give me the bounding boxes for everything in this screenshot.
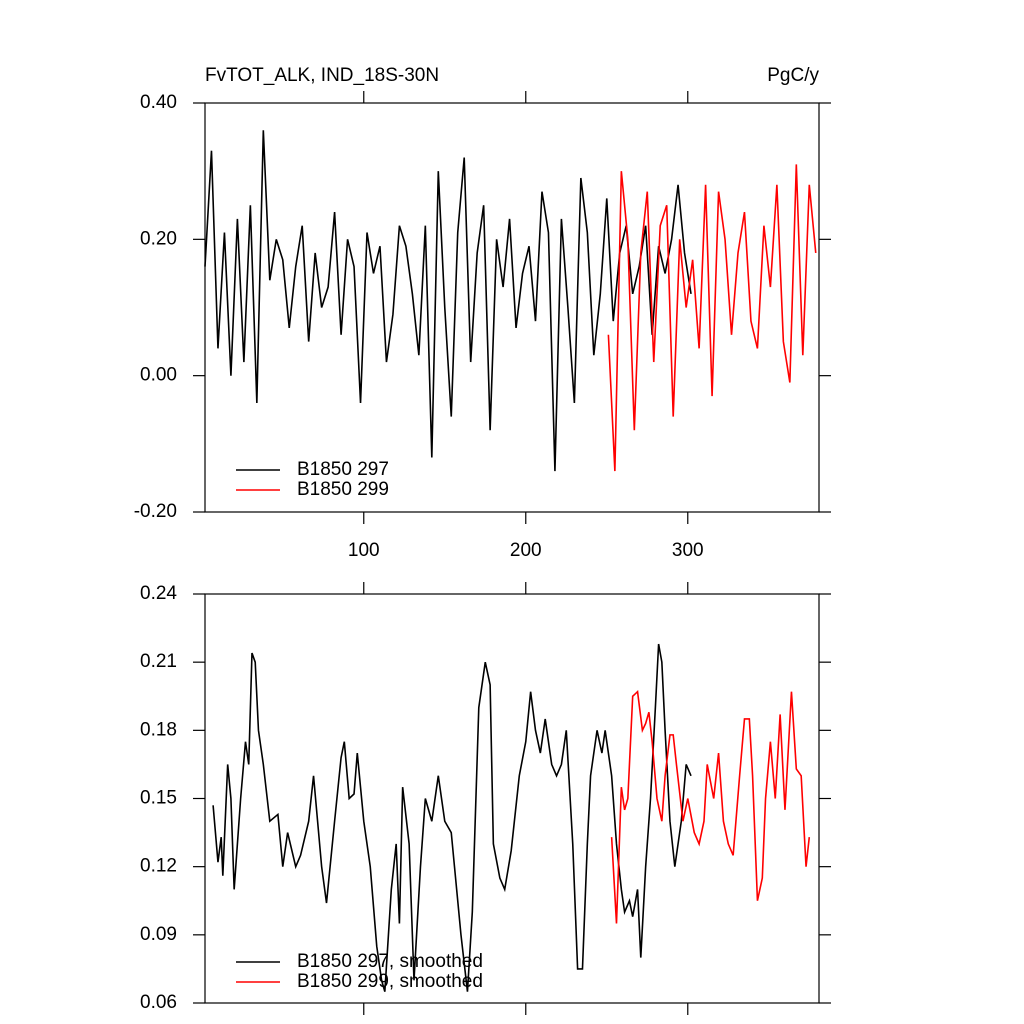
series-line	[610, 690, 811, 924]
legend-label: B1850 297	[297, 459, 389, 480]
y-tick-label: 0.24	[140, 583, 177, 604]
y-tick-label: 0.09	[140, 924, 177, 945]
legend-label: B1850 299, smoothed	[297, 971, 483, 992]
plot-frame	[204, 593, 820, 1004]
chart-title: FvTOT_ALK, IND_18S-30N	[205, 65, 439, 86]
y-tick-label: 0.18	[140, 719, 177, 740]
x-tick-label: 200	[510, 540, 542, 561]
plot-frame	[204, 102, 820, 513]
series-line	[607, 164, 817, 472]
legend-label: B1850 299	[297, 479, 389, 500]
y-tick-label: 0.06	[140, 992, 177, 1013]
series-line	[204, 130, 692, 472]
y-tick-label: 0.12	[140, 856, 177, 877]
units-label: PgC/y	[767, 65, 819, 86]
x-tick-label: 300	[672, 540, 704, 561]
legend-label: B1850 297, smoothed	[297, 951, 483, 972]
y-tick-label: 0.20	[140, 228, 177, 249]
x-tick-label: 100	[348, 540, 380, 561]
y-tick-label: -0.20	[134, 501, 177, 522]
y-tick-label: 0.40	[140, 92, 177, 113]
y-tick-label: 0.00	[140, 365, 177, 386]
series-line	[212, 643, 692, 992]
y-tick-label: 0.21	[140, 651, 177, 672]
y-tick-label: 0.15	[140, 788, 177, 809]
